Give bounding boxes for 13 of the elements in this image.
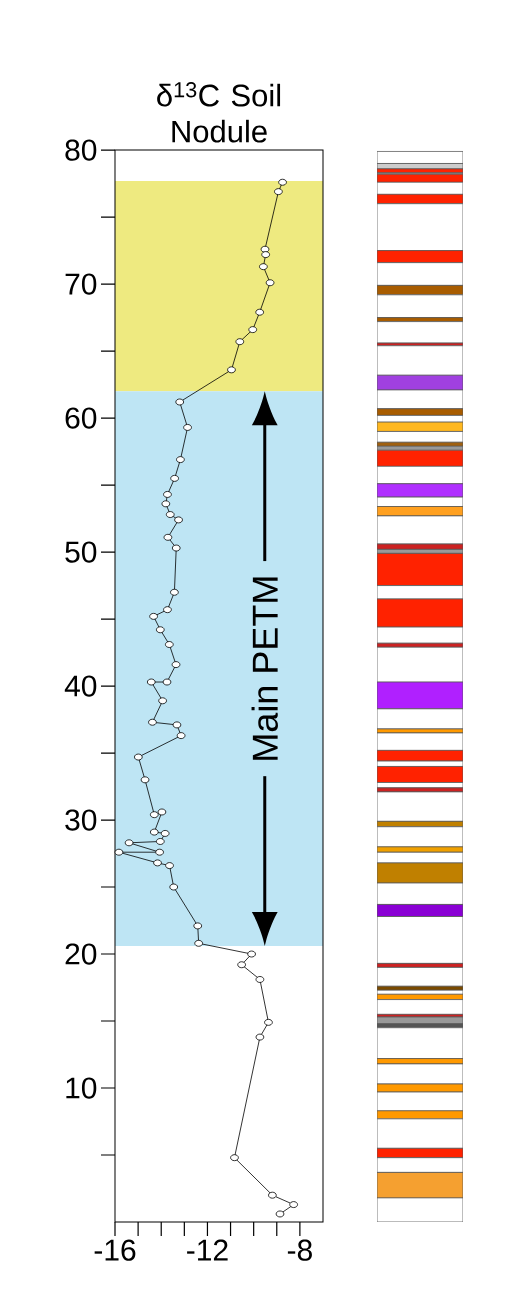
- y-tick-label: 60: [65, 407, 97, 429]
- x-tick-label: -16: [94, 1239, 136, 1261]
- y-tick-label: 20: [65, 943, 97, 965]
- y-tick-label: 80: [65, 139, 97, 161]
- y-tick-label: 40: [64, 675, 97, 697]
- y-tick-label: 70: [65, 273, 97, 295]
- chart-title: δ$^{13}$C Soil Nodule: [157, 82, 281, 143]
- y-tick-label: 10: [66, 1077, 97, 1099]
- x-tick-label: -8: [287, 1239, 312, 1261]
- annotation: Main PETM: [251, 577, 278, 760]
- y-tick-label: 50: [65, 541, 97, 563]
- y-tick-label: 30: [65, 809, 97, 831]
- x-tick-label: -12: [187, 1239, 228, 1261]
